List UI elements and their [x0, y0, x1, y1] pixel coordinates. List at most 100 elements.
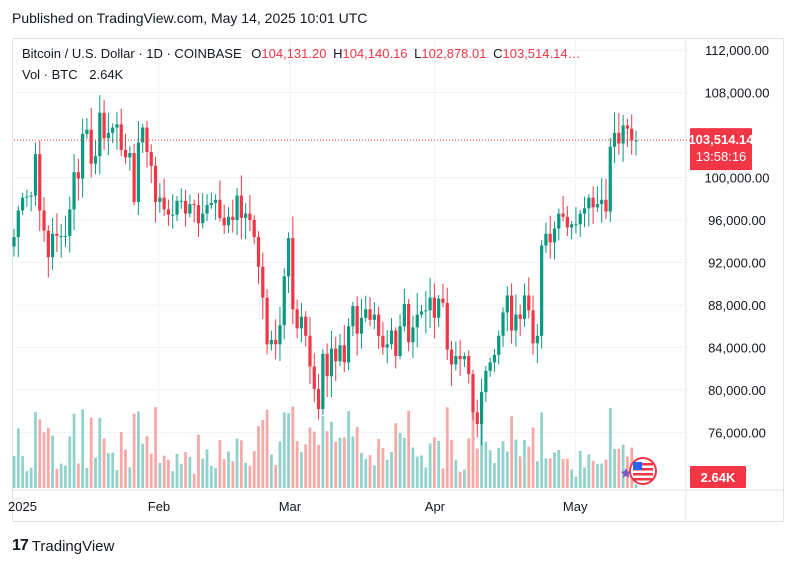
candle-body: [419, 311, 424, 315]
candle-body: [239, 195, 243, 218]
candle-body: [372, 314, 376, 320]
volume-bar: [98, 417, 102, 488]
volume-bar: [72, 413, 76, 488]
volume-bar: [595, 464, 599, 488]
candle-body: [171, 214, 175, 216]
candle-body: [518, 314, 522, 319]
candle-body: [282, 276, 286, 326]
candle-body: [214, 199, 218, 203]
volume-bar: [175, 453, 179, 488]
candle-body: [570, 224, 574, 228]
candle-body: [111, 127, 115, 133]
candle-body: [634, 140, 638, 142]
candle-body: [329, 348, 334, 377]
volume-bar: [531, 427, 535, 488]
volume-bar: [553, 452, 556, 488]
candle-body: [218, 199, 222, 218]
candle-body: [141, 127, 145, 143]
volume-bar: [119, 431, 123, 488]
volume-bar: [591, 460, 595, 488]
volume-bar: [484, 441, 488, 488]
volume-bar: [548, 458, 552, 488]
volume-bar: [544, 458, 548, 488]
candle-body: [222, 217, 226, 226]
volume-bar: [480, 415, 483, 488]
volume-bar: [621, 444, 625, 488]
volume-bar: [149, 453, 153, 488]
close-label: C: [493, 46, 503, 61]
candle-body: [462, 356, 467, 360]
volume-bar: [59, 463, 63, 488]
tradingview-logo-icon: 17: [12, 537, 29, 554]
volume-bar: [34, 412, 37, 488]
candle-body: [38, 154, 42, 211]
candle-body: [312, 366, 316, 389]
volume-bar: [501, 441, 505, 488]
candle-body: [346, 326, 351, 363]
volume-bar: [347, 411, 350, 488]
volume-bar: [321, 416, 325, 488]
candle-body: [115, 124, 119, 128]
volume-bar: [265, 409, 269, 488]
candle-body: [467, 356, 471, 375]
candle-body: [552, 228, 557, 243]
tradingview-brand[interactable]: 17 TradingView: [12, 537, 114, 555]
candle-body: [454, 356, 458, 365]
candle-body: [149, 152, 153, 166]
candle-body: [514, 314, 518, 331]
chart-frame: [12, 38, 784, 522]
volume-bar: [214, 468, 218, 488]
volume-bar: [441, 468, 445, 488]
volume-bar: [613, 448, 616, 488]
candle-body: [587, 197, 591, 209]
volume-bar: [231, 461, 235, 488]
candle-body: [248, 213, 252, 220]
candle-body: [428, 297, 432, 311]
volume-bar: [617, 448, 621, 488]
volume-bar: [342, 437, 346, 488]
volume-bar: [540, 412, 544, 488]
candle-body: [98, 112, 102, 157]
bar-countdown: 13:58:16: [696, 149, 747, 164]
candle-body: [402, 303, 406, 327]
candle-body: [338, 345, 342, 362]
volume-bar: [46, 427, 50, 488]
volume-bar: [282, 412, 286, 488]
volume-bar: [312, 431, 316, 488]
volume-bar: [390, 452, 393, 488]
volume-bar: [269, 454, 273, 488]
volume-bar: [278, 441, 282, 488]
volume-bar: [162, 455, 166, 488]
volume-bar: [377, 438, 381, 488]
candle-body: [291, 238, 295, 310]
volume-bar: [81, 409, 85, 488]
symbol-label[interactable]: Bitcoin / U.S. Dollar · 1D · COINBASE: [22, 46, 242, 61]
low-value: 102,878.01: [421, 46, 487, 61]
last-price-badge: [690, 128, 752, 171]
candle-body: [359, 317, 364, 334]
volume-bar: [561, 458, 565, 488]
volume-bar: [325, 431, 329, 488]
candle-body: [368, 309, 372, 320]
candle-body: [256, 237, 261, 267]
volume-bar: [42, 432, 46, 488]
candle-body: [385, 344, 389, 348]
volume-bar: [437, 440, 441, 488]
volume-bar: [334, 441, 338, 488]
candle-body: [231, 216, 235, 220]
candle-body: [295, 309, 299, 329]
us-event-flag-icon: [629, 457, 657, 485]
volume-bar: [21, 456, 24, 488]
volume-badge-value: 2.64K: [701, 470, 736, 485]
volume-bar: [475, 448, 479, 488]
volume-bar: [587, 454, 591, 488]
volume-bar: [634, 484, 638, 488]
candle-body: [175, 200, 179, 215]
volume-bar: [68, 436, 72, 488]
y-tick-label: 88,000.00: [708, 298, 766, 313]
volume-bar: [467, 438, 471, 488]
volume-bar: [394, 423, 398, 488]
volume-bar: [514, 439, 518, 488]
candle-body: [441, 298, 445, 303]
